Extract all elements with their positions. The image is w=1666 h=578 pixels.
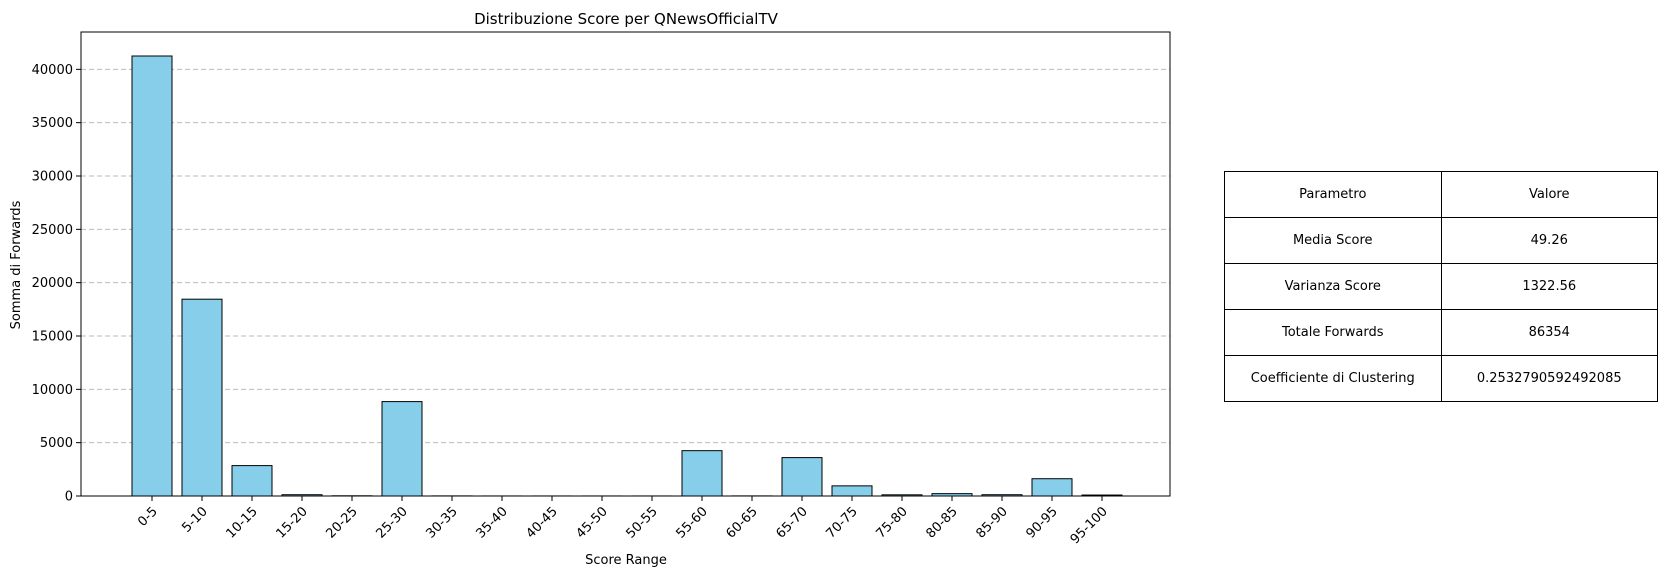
x-tick-label: 20-25: [324, 504, 361, 541]
x-tick-label: 60-65: [724, 504, 761, 541]
y-tick-label: 10000: [32, 383, 73, 398]
x-tick-label: 85-90: [974, 504, 1011, 541]
x-tick-label: 40-45: [524, 504, 561, 541]
table-row: Totale Forwards 86354: [1224, 309, 1658, 356]
x-tick-label: 25-30: [374, 504, 411, 541]
stats-table: Parametro Valore Media Score 49.26 Varia…: [1224, 171, 1658, 402]
bar-0-5: [131, 55, 173, 497]
x-tick-label: 15-20: [274, 504, 311, 541]
y-axis: 0 5000 10000 15000 20000 25000 30000 35000 40000: [32, 63, 81, 505]
bar-55-60: [681, 450, 723, 497]
bar-10-15: [231, 465, 273, 497]
table-cell-value: 49.26: [1440, 217, 1658, 264]
table-cell-value: 1322.56: [1440, 263, 1658, 310]
table-cell-parameter: Coefficiente di Clustering: [1224, 355, 1442, 402]
bar-65-70: [781, 457, 823, 497]
bar-25-30: [381, 401, 423, 497]
table-cell-parameter: Varianza Score: [1224, 263, 1442, 310]
bar-90-95: [1031, 478, 1073, 497]
x-tick-label: 95-100: [1068, 504, 1111, 547]
chart-title: Distribuzione Score per QNewsOfficialTV: [474, 10, 779, 28]
table-cell-value: 0.2532790592492085: [1440, 355, 1658, 402]
x-tick-label: 5-10: [179, 504, 210, 535]
y-tick-label: 35000: [32, 116, 73, 131]
table-cell-value: 86354: [1440, 309, 1658, 356]
x-tick-label: 65-70: [774, 504, 811, 541]
grid-lines: [81, 68, 1170, 444]
table-row: Coefficiente di Clustering 0.25327905924…: [1224, 355, 1658, 402]
table-header-valore: Valore: [1440, 171, 1658, 218]
table-row: Media Score 49.26: [1224, 217, 1658, 264]
y-tick-label: 15000: [32, 330, 73, 345]
y-tick-label: 20000: [32, 276, 73, 291]
x-axis: 0-5 5-10 10-15 15-20 20-25 25-30 30-35 35-40 40-…: [135, 496, 1111, 547]
bar-70-75: [831, 485, 873, 497]
table-header-parametro: Parametro: [1224, 171, 1442, 218]
y-axis-label: Somma di Forwards: [9, 200, 24, 329]
x-tick-label: 70-75: [824, 504, 861, 541]
table-header-row: Parametro Valore: [1224, 171, 1658, 218]
table-cell-parameter: Totale Forwards: [1224, 309, 1442, 356]
table-cell-parameter: Media Score: [1224, 217, 1442, 264]
x-tick-label: 75-80: [874, 504, 911, 541]
bar-5-10: [181, 298, 223, 497]
y-tick-label: 40000: [32, 63, 73, 78]
table-row: Varianza Score 1322.56: [1224, 263, 1658, 310]
y-tick-label: 5000: [40, 436, 73, 451]
y-tick-label: 0: [65, 490, 73, 505]
x-axis-label: Score Range: [585, 553, 667, 568]
x-tick-label: 45-50: [574, 504, 611, 541]
x-tick-label: 30-35: [424, 504, 461, 541]
x-tick-label: 80-85: [924, 504, 961, 541]
x-tick-label: 35-40: [474, 504, 511, 541]
x-tick-label: 10-15: [224, 504, 261, 541]
y-tick-label: 25000: [32, 223, 73, 238]
x-tick-label: 50-55: [624, 504, 661, 541]
x-tick-label: 55-60: [674, 504, 711, 541]
x-tick-label: 90-95: [1024, 504, 1061, 541]
x-tick-label: 0-5: [135, 504, 161, 530]
y-tick-label: 30000: [32, 170, 73, 185]
bars: [131, 55, 1123, 497]
plot-area-frame: [80, 31, 1171, 497]
